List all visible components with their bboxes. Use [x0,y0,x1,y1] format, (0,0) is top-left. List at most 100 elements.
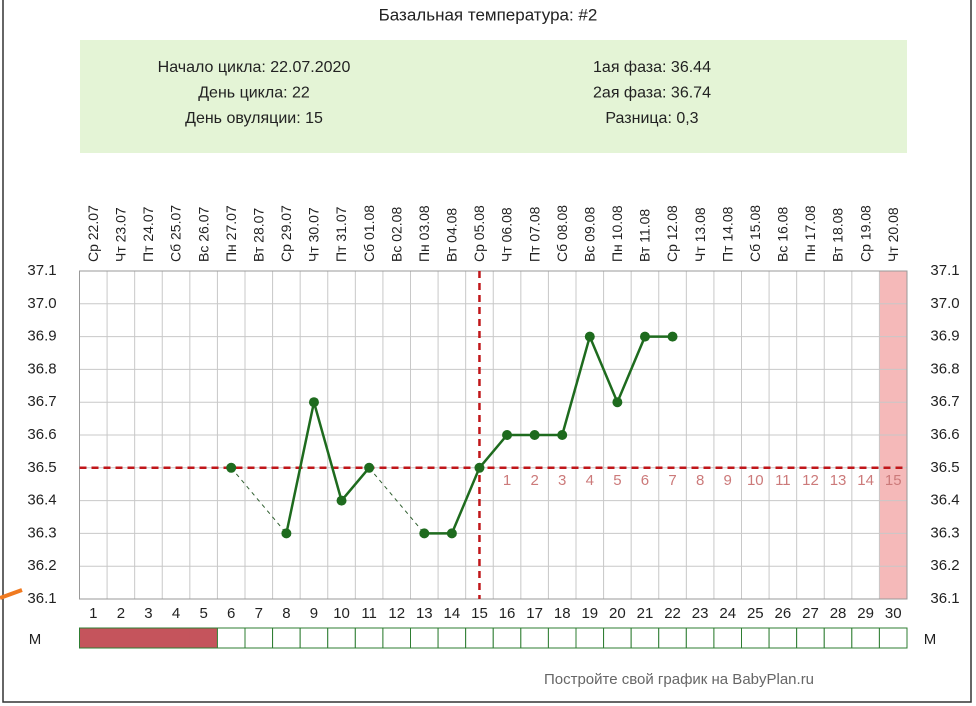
menstruation-row-border [79,627,908,649]
x-tick-label: 5 [199,605,207,622]
post-ovulation-day: 10 [747,472,764,489]
x-tick-label: 22 [664,605,681,622]
menstruation-box [327,627,356,649]
x-tick-label: 15 [471,605,488,622]
date-label: Ср 12.08 [664,205,680,262]
info-text: Начало цикла: 22.07.2020 [158,59,351,76]
menstruation-box [465,627,494,649]
temperature-point [419,528,430,539]
date-label: Вс 26.07 [195,207,211,262]
temperature-point [364,462,375,473]
date-label: Ср 29.07 [278,205,294,262]
footer: Постройте свой график на BabyPlan.ru [544,671,814,688]
date-label: Сб 08.08 [554,205,570,262]
cursor-mark [0,588,23,600]
x-tick-label: 21 [637,605,654,622]
post-ovulation-day: 6 [641,472,649,489]
post-ovulation-day: 2 [530,472,538,489]
temperature-point [474,462,485,473]
menstruation-box [272,627,301,649]
menstruation-box [299,627,329,649]
x-tick-label: 18 [554,605,571,622]
menstruation-box [161,627,191,649]
info-text: Разница: 0,3 [605,110,698,127]
date-label: Пн 17.08 [802,205,818,262]
y-tick-label: 36.6 [27,426,56,443]
date-label: Сб 25.07 [168,205,184,262]
temperature-point [502,430,513,440]
menstruation-box [768,627,798,649]
date-label: Ср 22.07 [85,205,101,262]
y2-tick-label: 37.0 [930,295,959,312]
temperature-point [584,331,595,342]
x-tick-label: 3 [144,605,152,622]
menstruation-box [575,627,605,649]
y-tick-label: 36.1 [27,590,56,607]
menstruation-box [796,627,825,649]
y-tick-label: 37.0 [27,295,56,312]
menstruation-box [134,627,163,649]
temperature-point [281,528,292,539]
temperature-point [612,397,623,408]
date-label: Сб 15.08 [747,205,763,262]
info-text: День цикла: 22 [198,85,310,102]
date-label: Вс 09.08 [581,207,597,262]
menstruation-box [216,627,246,649]
x-tick-label: 4 [172,605,180,622]
date-label: Пт 14.08 [719,206,735,262]
post-ovulation-day: 1 [503,472,511,489]
date-label: Вт 28.07 [250,208,266,262]
post-ovulation-day: 9 [724,472,732,489]
menstruation-box [878,627,908,649]
menstruation-box [189,627,218,649]
y2-tick-label: 36.7 [930,393,959,410]
menstruation-label: М [924,631,937,648]
temperature-point [308,397,319,408]
x-tick-label: 12 [388,605,405,622]
gap-connector [230,467,287,534]
date-label: Вт 11.08 [637,209,653,262]
y2-tick-label: 36.5 [930,459,959,476]
y2-tick-label: 36.2 [930,557,959,574]
gap-connector [368,467,425,534]
menstruation-box [244,627,274,649]
menstruation-box [713,627,743,649]
post-ovulation-day: 12 [802,472,819,489]
date-label: Вт 04.08 [444,208,460,262]
temperature-point [226,462,237,473]
x-tick-label: 30 [885,605,902,622]
y-tick-label: 36.9 [27,328,56,345]
date-label: Вт 18.08 [830,208,846,262]
temperature-point [667,331,678,342]
y-tick-label: 36.2 [27,557,56,574]
info-text: 2ая фаза: 36.74 [593,85,711,102]
date-label: Вс 16.08 [775,207,791,262]
y2-tick-label: 36.6 [930,426,959,443]
post-ovulation-day: 15 [885,472,902,489]
date-label: Пт 24.07 [140,206,156,262]
temperature-point [557,430,568,440]
menstruation-box [382,627,411,649]
y-tick-label: 36.3 [27,524,56,541]
date-label: Чт 20.08 [885,207,901,262]
temperature-point [336,495,347,506]
x-tick-label: 2 [117,605,125,622]
post-ovulation-day: 3 [558,472,566,489]
y-tick-label: 36.7 [27,393,56,410]
x-tick-label: 1 [89,605,97,622]
y2-tick-label: 37.1 [930,262,959,279]
chart-title: Базальная температура: #2 [379,5,598,24]
x-tick-label: 17 [526,605,543,622]
info-box [80,40,907,153]
x-tick-label: 13 [416,605,433,622]
x-tick-label: 19 [581,605,598,622]
x-tick-label: 10 [333,605,350,622]
date-label: Чт 23.07 [113,207,129,262]
date-label: Чт 06.08 [499,207,515,262]
post-ovulation-day: 7 [668,472,676,489]
menstruation-box [658,627,687,649]
date-label: Пн 03.08 [416,205,432,262]
menstruation-box [547,627,577,649]
